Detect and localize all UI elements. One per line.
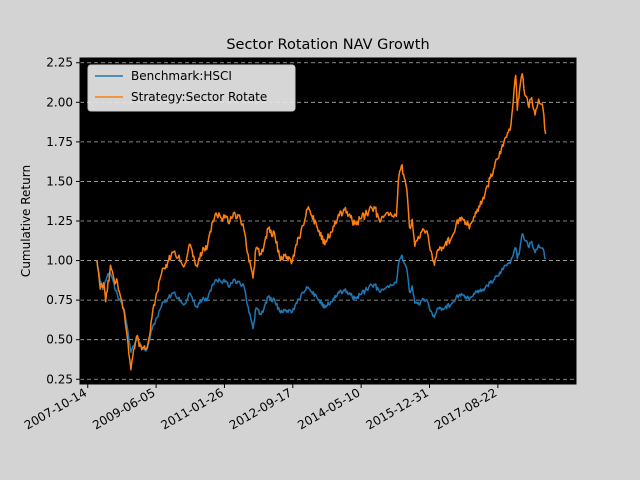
grid-lines — [80, 62, 576, 380]
series-lines — [96, 73, 547, 371]
legend-label-strategy: Strategy:Sector Rotate — [131, 90, 267, 104]
y-tick-label: 2.00 — [46, 95, 73, 109]
y-axis: 0.25 0.50 0.75 1.00 1.25 1.50 1.75 2.00 2.25 — [46, 56, 80, 386]
y-tick-label: 2.25 — [46, 56, 73, 70]
y-tick-label: 0.75 — [46, 293, 73, 307]
chart-title: Sector Rotation NAV Growth — [226, 37, 429, 53]
series-line-strategy — [96, 73, 547, 371]
y-axis-title: Cumulative Return — [19, 165, 33, 277]
legend-box — [87, 64, 296, 112]
legend-label-benchmark: Benchmark:HSCI — [131, 69, 232, 83]
series-line-benchmark — [96, 232, 547, 354]
y-tick-label: 0.25 — [46, 372, 73, 386]
y-tick-label: 1.25 — [46, 214, 73, 228]
y-tick-label: 1.50 — [46, 174, 73, 188]
legend: Benchmark:HSCI Strategy:Sector Rotate — [87, 64, 296, 112]
y-tick-label: 1.75 — [46, 135, 73, 149]
y-tick-label: 0.50 — [46, 333, 73, 347]
y-tick-label: 1.00 — [46, 254, 73, 268]
